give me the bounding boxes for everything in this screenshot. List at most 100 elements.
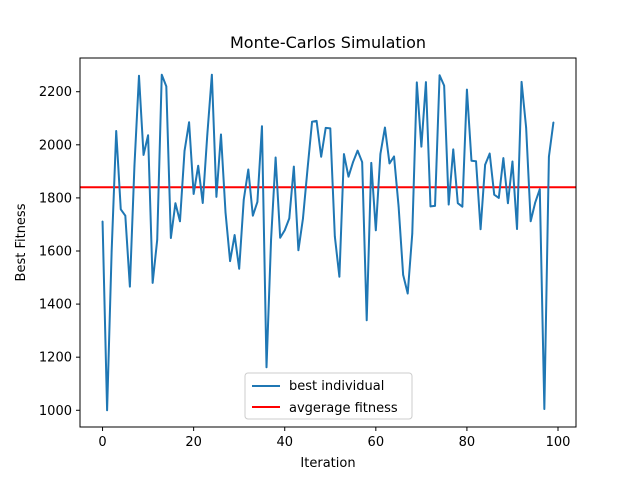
data-point <box>165 85 168 88</box>
data-point <box>361 161 363 163</box>
data-point <box>507 202 509 205</box>
data-point <box>352 161 354 163</box>
data-point <box>538 188 541 190</box>
data-point <box>192 193 195 195</box>
data-point <box>179 220 181 223</box>
data-point <box>393 155 395 158</box>
y-tick-label: 2200 <box>39 85 72 100</box>
data-point <box>375 229 377 232</box>
data-point <box>188 121 190 124</box>
data-point <box>124 214 127 217</box>
y-tick-label: 1400 <box>39 298 72 313</box>
y-tick-label: 2000 <box>39 138 72 153</box>
data-point <box>115 130 118 132</box>
data-point <box>151 282 154 284</box>
data-point <box>511 160 514 163</box>
legend-label-average-fitness: avgerage fitness <box>289 401 398 416</box>
data-point <box>220 133 222 136</box>
data-point <box>416 81 418 84</box>
data-point <box>297 249 300 251</box>
data-point <box>224 211 227 214</box>
data-point <box>201 202 204 204</box>
data-point <box>156 239 159 241</box>
data-point <box>106 409 108 412</box>
data-point <box>238 267 240 270</box>
y-tick-label: 1800 <box>39 191 72 206</box>
data-point <box>438 74 441 77</box>
data-point <box>211 73 213 76</box>
data-point <box>293 165 295 168</box>
x-axis-ticks: 0 20 40 60 80 100 <box>98 427 570 450</box>
data-point <box>384 126 386 129</box>
data-point <box>338 275 341 278</box>
data-point <box>420 145 423 148</box>
data-point <box>329 127 332 130</box>
series-best-individual <box>101 73 555 412</box>
data-point <box>315 120 318 122</box>
data-point <box>197 164 199 167</box>
legend-label-best-individual: best individual <box>289 379 384 394</box>
data-point <box>525 126 527 129</box>
data-point <box>543 408 546 410</box>
x-tick-label: 60 <box>368 435 385 450</box>
data-point <box>101 220 104 223</box>
data-point <box>397 205 400 208</box>
data-point <box>425 81 427 83</box>
data-point <box>406 292 409 295</box>
data-point <box>520 81 523 83</box>
y-tick-label: 1000 <box>39 404 72 419</box>
data-point <box>133 165 136 167</box>
data-point <box>457 202 459 205</box>
data-point <box>261 125 263 128</box>
data-point <box>170 237 172 239</box>
data-point <box>379 153 382 155</box>
legend: best individual avgerage fitness <box>244 372 413 420</box>
data-point <box>502 157 505 159</box>
data-point <box>479 228 482 231</box>
y-axis-ticks: 1000 1200 1400 1600 1800 2000 2200 <box>39 85 80 419</box>
data-point <box>388 162 391 165</box>
x-tick-label: 40 <box>276 435 293 450</box>
axes-frame <box>79 57 577 428</box>
data-point <box>429 205 432 208</box>
data-point <box>147 134 149 137</box>
data-point <box>265 366 268 369</box>
data-point <box>488 152 491 155</box>
data-point <box>529 220 532 223</box>
data-point <box>288 217 291 220</box>
data-point <box>411 232 414 235</box>
data-point <box>443 84 445 87</box>
x-tick-label: 80 <box>459 435 476 450</box>
data-point <box>475 160 477 163</box>
data-point <box>402 274 404 276</box>
data-point <box>484 163 486 166</box>
data-point <box>548 155 550 158</box>
data-point <box>516 228 518 230</box>
data-point <box>283 229 286 232</box>
x-tick-label: 100 <box>546 435 571 450</box>
legend-box <box>244 372 413 420</box>
data-point <box>138 74 140 77</box>
data-point <box>233 234 236 236</box>
data-point <box>365 319 368 322</box>
data-point <box>229 260 231 262</box>
x-axis-label: Iteration <box>300 456 355 471</box>
data-point <box>206 133 209 136</box>
data-point <box>466 88 468 91</box>
data-point <box>279 236 281 239</box>
data-point <box>347 175 350 178</box>
data-point <box>270 238 272 241</box>
data-point <box>334 235 336 238</box>
data-point <box>493 193 496 196</box>
data-point <box>242 198 245 201</box>
data-point <box>274 156 277 159</box>
y-tick-label: 1600 <box>39 244 72 259</box>
data-point <box>470 159 473 162</box>
data-point <box>256 201 259 203</box>
data-point <box>252 214 254 217</box>
data-point <box>110 250 113 252</box>
data-point <box>129 285 131 288</box>
data-point <box>434 205 436 207</box>
data-point <box>142 154 145 156</box>
